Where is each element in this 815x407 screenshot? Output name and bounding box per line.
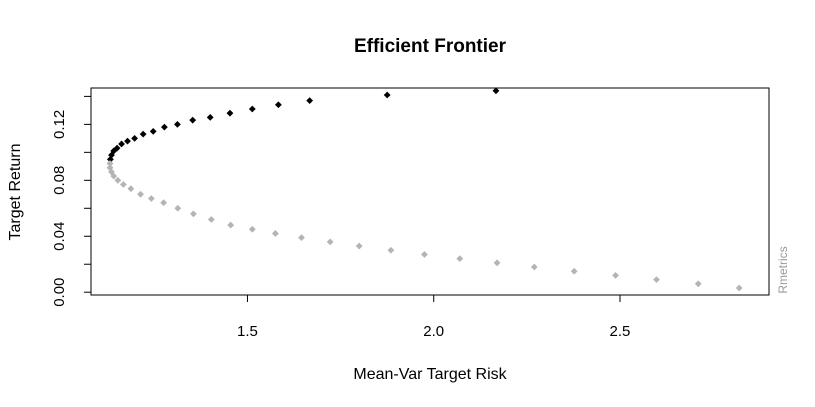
inefficient-point [127, 185, 135, 193]
inefficient-point [735, 284, 743, 292]
inefficient-point [653, 276, 660, 284]
y-tick-label: 0.00 [51, 278, 68, 307]
efficient-point [131, 134, 138, 142]
inefficient-point [114, 176, 122, 184]
y-tick-label: 0.04 [51, 222, 68, 251]
y-axis: 0.00 0.04 0.08 0.12 [51, 95, 92, 307]
x-axis: 1.5 2.0 2.5 [237, 294, 631, 340]
efficient-point [306, 97, 314, 104]
y-tick-label: 0.12 [51, 110, 68, 139]
inefficient-point [106, 160, 114, 167]
inefficient-point [387, 246, 395, 254]
efficient-point [106, 155, 114, 163]
efficient-point [492, 87, 500, 95]
y-axis-label: Target Return [7, 144, 24, 241]
x-tick-label: 1.5 [237, 323, 258, 340]
inefficient-point [456, 255, 464, 263]
inefficient-point [421, 251, 428, 258]
efficient-point [160, 123, 168, 131]
inefficient-point [248, 225, 256, 233]
inefficient-point [160, 199, 168, 207]
inefficient-point [120, 181, 127, 188]
inefficient-point [190, 210, 197, 218]
inefficient-point [227, 221, 235, 229]
inefficient-point [530, 263, 538, 271]
x-tick-label: 2.5 [610, 323, 631, 340]
efficient-point [139, 130, 147, 138]
inefficient-point [110, 172, 118, 180]
efficient-point [248, 105, 256, 113]
inefficient-point [108, 168, 115, 176]
x-tick-label: 2.0 [423, 323, 444, 340]
inefficient-point [570, 267, 578, 275]
efficient-point [118, 140, 125, 148]
efficient-point [149, 127, 157, 135]
chart-title: Efficient Frontier [354, 36, 507, 57]
inefficient-point [207, 216, 215, 223]
data-points [106, 87, 743, 292]
y-tick-label: 0.08 [51, 166, 68, 195]
inefficient-point [612, 272, 619, 279]
inefficient-point [355, 242, 363, 250]
inefficient-point [137, 190, 144, 198]
inefficient-point [694, 280, 702, 288]
inefficient-point [174, 204, 182, 212]
efficient-point [189, 116, 197, 124]
efficient-point [124, 137, 131, 145]
efficient-point [274, 101, 282, 109]
efficient-point [113, 144, 121, 152]
inefficient-point [493, 259, 501, 267]
x-axis-label: Mean-Var Target Risk [353, 366, 507, 383]
inefficient-point [298, 234, 305, 242]
efficient-point [206, 113, 214, 121]
inefficient-point [147, 195, 155, 202]
inefficient-point [326, 238, 334, 246]
efficient-point [383, 91, 391, 99]
efficient-point [226, 109, 234, 117]
inefficient-point [272, 230, 279, 237]
rmetrics-watermark: Rmetrics [776, 246, 790, 293]
efficient-point [174, 120, 181, 128]
efficient-point [110, 147, 118, 155]
